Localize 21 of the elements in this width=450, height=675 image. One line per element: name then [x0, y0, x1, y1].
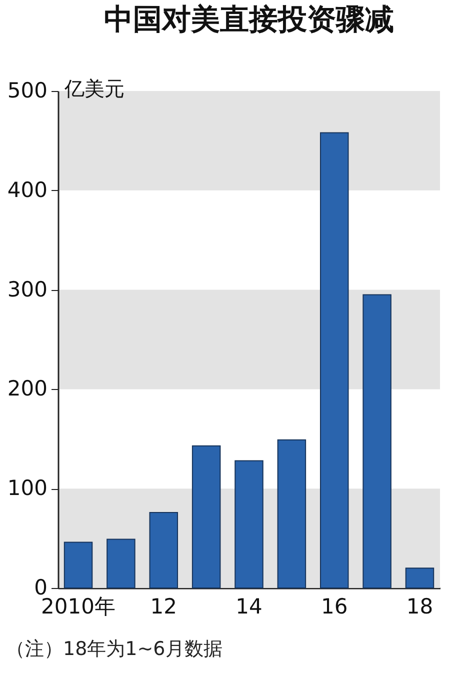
bar	[234, 460, 264, 588]
text: （注）18年为1~6月数据	[6, 637, 222, 662]
x-tick-label: 16	[320, 594, 348, 618]
bar	[192, 445, 221, 588]
x-tick-label: 14	[236, 594, 262, 618]
bar	[405, 568, 434, 588]
bar	[106, 538, 136, 588]
bar	[149, 512, 178, 588]
bar	[64, 542, 93, 588]
y-tick-label: 100	[7, 476, 48, 500]
bar	[320, 132, 349, 588]
x-tick-label: 18	[406, 594, 434, 618]
x-tick-label: 12	[150, 594, 178, 618]
y-tick-label: 400	[7, 178, 48, 202]
bar	[277, 439, 306, 588]
y-tick-label: 300	[7, 277, 48, 302]
y-tick-label: 500	[7, 78, 48, 102]
y-axis-title: 亿美元	[64, 76, 124, 100]
y-tick-label: 200	[7, 376, 48, 401]
chart-title: 中国对美直接投资骤减	[104, 2, 394, 36]
bar	[362, 294, 392, 588]
